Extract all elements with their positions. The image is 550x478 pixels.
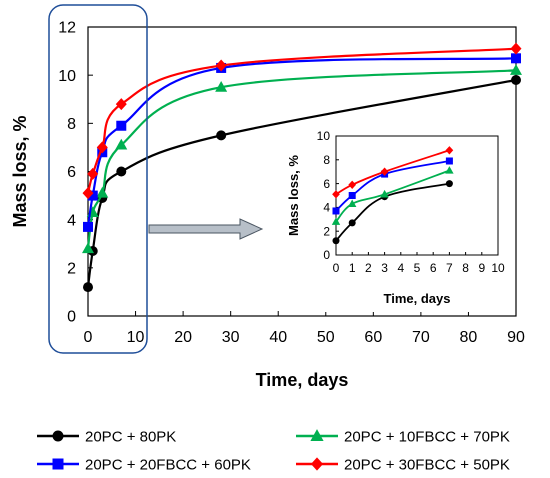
zoom-arrow xyxy=(148,218,264,240)
inset-series-line xyxy=(335,149,450,196)
inset-background xyxy=(280,127,508,312)
inset-x-tick-label: 1 xyxy=(349,261,356,275)
x-tick-label: 80 xyxy=(460,329,478,346)
inset-x-tick-label: 10 xyxy=(491,261,505,275)
y-tick-label: 12 xyxy=(58,20,76,37)
x-tick-label: 0 xyxy=(84,329,93,346)
inset-data-point xyxy=(445,146,454,155)
legend-item: 20PC + 20FBCC + 60PK xyxy=(37,457,251,474)
inset-y-tick-label: 2 xyxy=(323,224,330,238)
inset-x-tick-label: 2 xyxy=(365,261,372,275)
inset-data-point xyxy=(332,190,340,199)
y-tick-label: 8 xyxy=(67,116,76,133)
data-point xyxy=(87,167,99,180)
inset-y-tick-label: 10 xyxy=(317,129,331,143)
inset-y-axis-title: Mass loss, % xyxy=(286,155,301,236)
data-point xyxy=(82,187,94,200)
inset-data-point xyxy=(445,180,453,188)
data-point xyxy=(116,120,127,131)
inset-series xyxy=(332,180,453,245)
inset-data-point xyxy=(348,192,356,199)
data-point xyxy=(215,59,227,72)
inset-data-point xyxy=(332,237,340,245)
legend-marker xyxy=(310,457,324,471)
inset-data-point xyxy=(348,180,357,189)
inset-y-tick-label: 6 xyxy=(323,177,330,191)
inset-series xyxy=(331,166,454,225)
inset-series-line xyxy=(335,160,450,212)
x-tick-label: 10 xyxy=(127,329,145,346)
inset-data-point xyxy=(331,217,341,225)
inset-y-tick-label: 0 xyxy=(323,248,330,262)
inset-data-point xyxy=(380,189,389,198)
y-tick-label: 4 xyxy=(67,212,76,229)
data-point xyxy=(83,221,93,232)
legend-label: 20PC + 20FBCC + 60PK xyxy=(85,457,251,474)
inset-data-point xyxy=(445,166,454,174)
y-tick-label: 0 xyxy=(67,309,76,326)
y-axis-title: Mass loss, % xyxy=(10,115,30,227)
legend-item: 20PC + 10FBCC + 70PK xyxy=(296,429,510,446)
data-point xyxy=(115,138,128,150)
legend-marker xyxy=(310,429,324,441)
x-tick-label: 20 xyxy=(174,329,192,346)
data-point xyxy=(96,141,108,154)
legend: 20PC + 80PK 20PC + 10FBCC + 70PK 20PC + 20… xyxy=(37,429,510,474)
legend-item: 20PC + 80PK xyxy=(37,429,176,446)
x-axis-title: Time, days xyxy=(256,370,349,390)
x-tick-label: 90 xyxy=(507,329,525,346)
data-point xyxy=(83,282,93,293)
inset-x-tick-label: 0 xyxy=(333,261,340,275)
legend-marker xyxy=(52,458,64,470)
data-point xyxy=(115,98,127,111)
data-point xyxy=(511,53,521,64)
inset-x-tick-label: 3 xyxy=(381,261,388,275)
y-tick-label: 10 xyxy=(58,68,76,85)
inset-x-axis-title: Time, days xyxy=(384,291,451,306)
inset-series xyxy=(332,146,454,199)
x-tick-label: 70 xyxy=(412,329,430,346)
data-point xyxy=(510,64,522,75)
inset-x-tick-label: 4 xyxy=(397,261,404,275)
data-point xyxy=(82,242,94,254)
inset-series-line xyxy=(335,169,450,223)
legend-label: 20PC + 30FBCC + 50PK xyxy=(344,457,510,474)
legend-item: 20PC + 30FBCC + 50PK xyxy=(296,457,510,474)
x-tick-label: 30 xyxy=(222,329,240,346)
x-tick-label: 40 xyxy=(269,329,287,346)
inset-data-point xyxy=(380,167,389,176)
y-tick-label: 6 xyxy=(67,164,76,181)
x-tick-label: 50 xyxy=(317,329,335,346)
legend-label: 20PC + 80PK xyxy=(85,429,176,446)
legend-marker xyxy=(52,430,64,442)
inset-x-tick-label: 5 xyxy=(414,261,421,275)
data-point xyxy=(87,190,98,201)
inset-data-point xyxy=(348,219,356,227)
inset-x-tick-label: 9 xyxy=(478,261,485,275)
series xyxy=(82,42,522,200)
inset-series-line xyxy=(335,182,450,242)
data-point xyxy=(510,42,522,55)
inset-x-tick-label: 6 xyxy=(430,261,437,275)
data-point xyxy=(216,130,227,141)
inset-x-tick-label: 7 xyxy=(446,261,453,275)
inset-x-tick-label: 8 xyxy=(462,261,469,275)
x-tick-label: 60 xyxy=(364,329,382,346)
inset-y-tick-label: 4 xyxy=(323,201,330,215)
inset-data-point xyxy=(348,199,357,207)
inset-data-point xyxy=(332,207,340,215)
data-point xyxy=(511,74,521,85)
inset-y-tick-label: 8 xyxy=(323,153,330,167)
y-tick-label: 2 xyxy=(67,260,76,277)
data-point xyxy=(96,186,109,198)
inset-data-point xyxy=(445,157,453,165)
data-point xyxy=(215,80,228,92)
data-point xyxy=(116,166,127,177)
legend-label: 20PC + 10FBCC + 70PK xyxy=(344,429,510,446)
highlight-box xyxy=(48,4,148,354)
